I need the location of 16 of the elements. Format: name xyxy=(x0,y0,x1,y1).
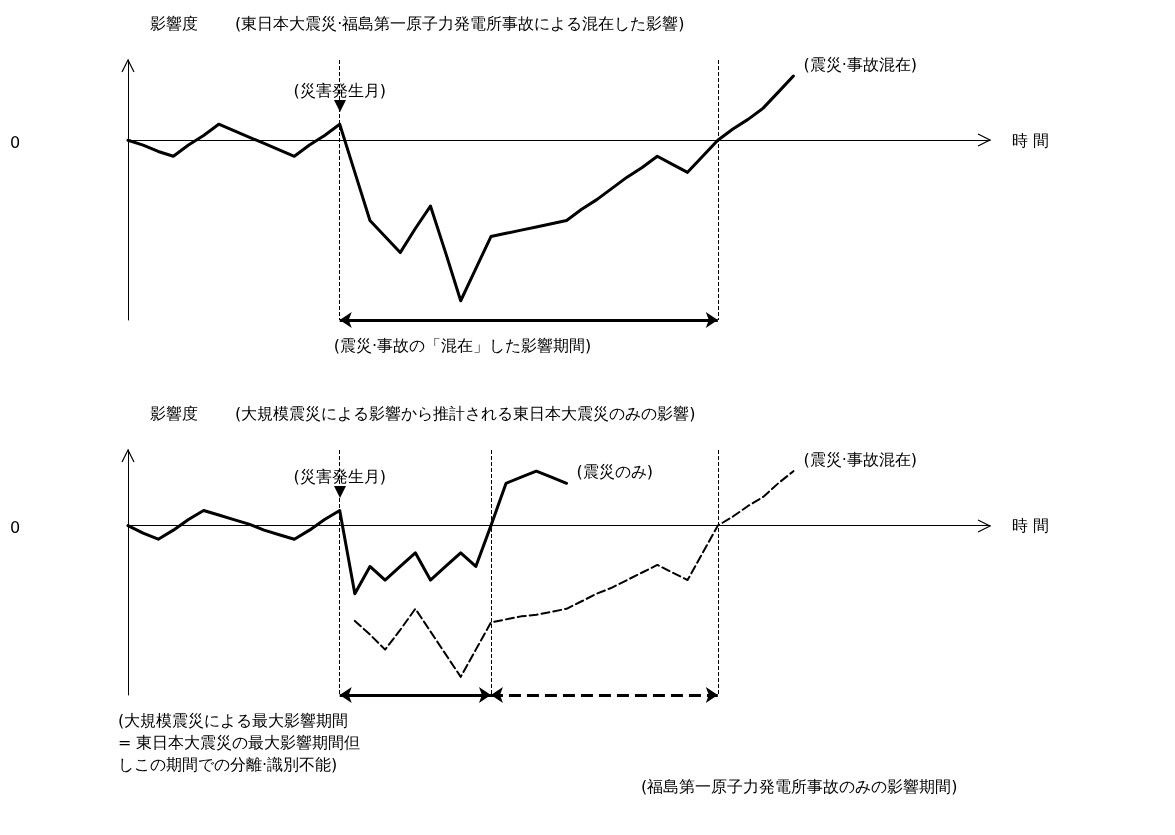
annotation: (災害発生月) xyxy=(293,80,386,100)
y-axis-title: 影響度 xyxy=(150,13,198,33)
text: (震災·事故の「混在」した影響期間) xyxy=(333,335,592,355)
text: (大規模震災による最大影響期間 = 東日本大震災の最大影響期間但しこの期間での分離·識別不能) xyxy=(118,710,361,774)
x-axis-title: 時 間 xyxy=(1012,130,1050,150)
x-axis-title: 時 間 xyxy=(1012,516,1050,536)
series-label: (震災·事故混在) xyxy=(803,54,917,74)
series-label: (震災·事故混在) xyxy=(803,449,917,469)
annotation: (災害発生月) xyxy=(293,466,386,486)
y-axis-title: 影響度 xyxy=(150,403,198,423)
chart-title: (大規模震災による影響から推計される東日本大震災のみの影響) xyxy=(235,403,696,423)
text: 0 xyxy=(10,518,21,538)
chart-title: (東日本大震災·福島第一原子力発電所事故による混在した影響) xyxy=(235,13,685,33)
series-label: (震災のみ) xyxy=(576,461,654,481)
text: (福島第一原子力発電所事故のみの影響期間) xyxy=(640,776,958,796)
text: 0 xyxy=(10,132,21,152)
